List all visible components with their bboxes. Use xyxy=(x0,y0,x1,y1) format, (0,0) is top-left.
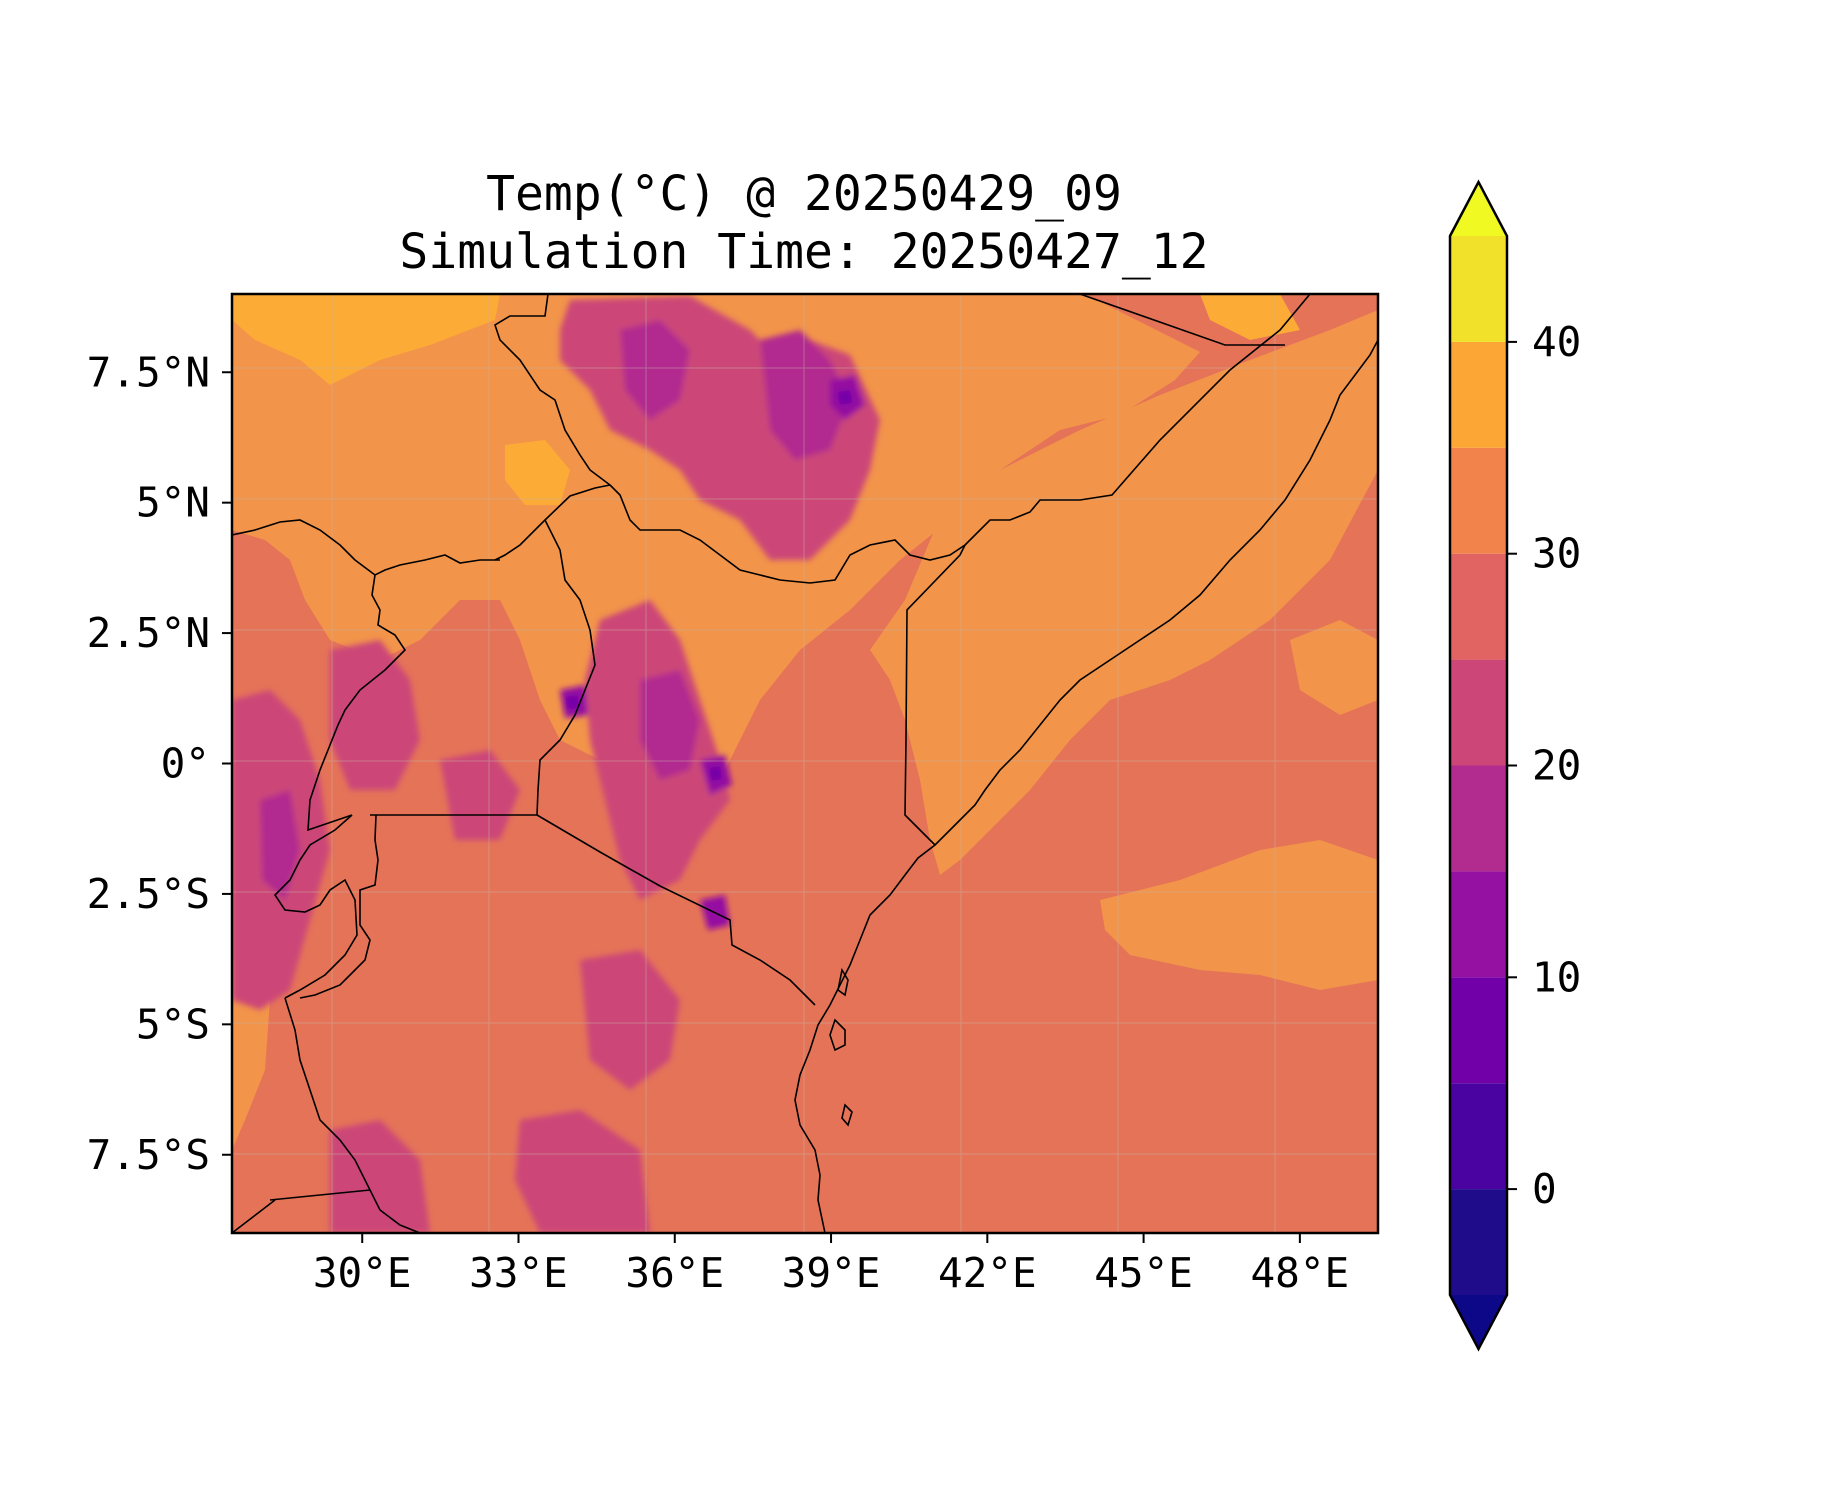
border-south-sudan-ethiopia xyxy=(494,294,611,486)
border-drc-west xyxy=(232,1199,276,1233)
country-borders xyxy=(232,294,1378,1233)
field-patch-30-35-indian-ocean-1 xyxy=(1100,840,1378,990)
y-tick-label: 7.5°S xyxy=(87,1131,210,1179)
border-burundi-tanzania xyxy=(299,814,379,999)
y-tick-label: 2.5°N xyxy=(87,609,210,657)
colorbar-segment xyxy=(1450,1083,1507,1190)
chart-title-line-1: Temp(°C) @ 20250429_09 xyxy=(486,166,1122,222)
colorbar-segment xyxy=(1450,659,1507,766)
colorbar-under-triangle xyxy=(1450,1295,1507,1349)
island-mafia xyxy=(841,1103,853,1127)
border-kenya-tanzania xyxy=(536,814,816,1006)
field-patch-35-40-south-sudan xyxy=(232,294,500,385)
x-tick-label: 36°E xyxy=(625,1249,724,1297)
border-rwanda-burundi xyxy=(273,814,358,999)
colorbar-tick-label: 10 xyxy=(1532,953,1581,1001)
x-tick-label: 39°E xyxy=(782,1249,881,1297)
island-zanzibar xyxy=(829,1018,846,1052)
x-tick-label: 45°E xyxy=(1094,1249,1193,1297)
y-tick-label: 0° xyxy=(161,740,210,788)
field-band-30-35-north xyxy=(232,294,1200,830)
colorbar-tick-label: 30 xyxy=(1532,530,1581,578)
colorbar-segment xyxy=(1450,977,1507,1084)
border-ethiopia-somalia xyxy=(964,294,1311,546)
x-tick-label: 48°E xyxy=(1250,1249,1349,1297)
graticule xyxy=(232,294,1378,1233)
y-tick-label: 2.5°S xyxy=(87,870,210,918)
x-tick-label: 42°E xyxy=(938,1249,1037,1297)
colorbar-segment xyxy=(1450,553,1507,660)
colorbar-segment xyxy=(1450,765,1507,872)
y-tick-label: 5°N xyxy=(136,479,210,527)
colorbar-segment xyxy=(1450,1189,1507,1295)
field-patch-35-40-sudd xyxy=(505,440,570,505)
border-somalia-north xyxy=(1079,294,1285,346)
colorbar-tick-label: 0 xyxy=(1532,1165,1557,1213)
field-patch-35-40-somalia xyxy=(1200,294,1300,340)
border-uganda-drc xyxy=(307,574,407,832)
island-pemba xyxy=(837,967,849,997)
x-tick-label: 33°E xyxy=(469,1249,568,1297)
colorbar: 0 10 20 30 40 xyxy=(1448,179,1581,1352)
map-panel xyxy=(232,294,1378,1233)
y-tick-label: 5°S xyxy=(136,1000,210,1048)
colorbar-over-triangle xyxy=(1450,182,1507,236)
field-patch-30-35-indian-ocean-2 xyxy=(1290,620,1378,715)
colorbar-segment xyxy=(1450,871,1507,978)
border-lake-tanganyika xyxy=(284,997,421,1233)
border-kenya-ethiopia xyxy=(609,484,966,584)
field-band-30-35-coast xyxy=(870,310,1378,875)
border-kenya-uganda xyxy=(536,519,596,816)
x-tick-label: 30°E xyxy=(313,1249,412,1297)
x-axis-ticks: 30°E 33°E 36°E 39°E 42°E 45°E 48°E xyxy=(313,1233,1349,1297)
border-kenya-somalia xyxy=(904,544,966,846)
y-axis-ticks: 7.5°N 5°N 2.5°N 0° 2.5°S 5°S 7.5°S xyxy=(87,348,232,1179)
highland-cool-regions xyxy=(232,296,880,1233)
colorbar-tick-label: 40 xyxy=(1532,318,1581,366)
border-tanzania-zambia xyxy=(269,1189,371,1201)
y-tick-label: 7.5°N xyxy=(87,348,210,396)
chart-title-line-2: Simulation Time: 20250427_12 xyxy=(399,224,1208,280)
colorbar-outline xyxy=(1448,179,1509,1352)
colorbar-segment xyxy=(1450,341,1507,448)
coastline xyxy=(794,339,1378,1233)
colorbar-tick-label: 20 xyxy=(1532,742,1581,790)
colorbar-segment xyxy=(1450,447,1507,554)
colorbar-segment xyxy=(1450,236,1507,342)
